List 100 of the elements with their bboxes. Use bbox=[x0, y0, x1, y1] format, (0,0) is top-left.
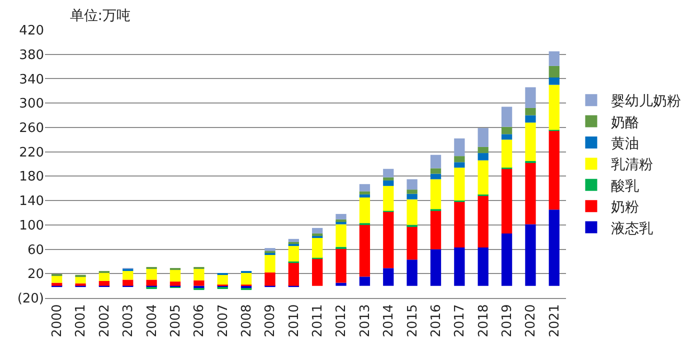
x-tick-label: 2006 bbox=[192, 304, 208, 338]
bar bbox=[478, 146, 488, 154]
bar bbox=[478, 153, 488, 160]
y-tick-label: 420 bbox=[19, 24, 44, 39]
bar bbox=[454, 247, 465, 286]
legend-label: 黄油 bbox=[611, 136, 640, 152]
y-tick-label: 340 bbox=[19, 72, 44, 88]
x-tick-label: 2012 bbox=[334, 304, 350, 338]
bar bbox=[383, 168, 394, 178]
bar bbox=[383, 268, 394, 286]
bar bbox=[548, 66, 560, 78]
y-tick-label: 100 bbox=[19, 218, 44, 234]
bar bbox=[406, 226, 418, 260]
x-tick-label: 2008 bbox=[240, 304, 255, 338]
bar bbox=[217, 274, 228, 285]
x-tick-label: 2004 bbox=[144, 304, 160, 338]
y-tick-label: 20 bbox=[27, 267, 44, 282]
bar bbox=[430, 249, 442, 286]
bar bbox=[478, 160, 488, 194]
x-tick-label: 2002 bbox=[97, 304, 112, 338]
bar bbox=[170, 270, 181, 282]
y-tick-label: 220 bbox=[19, 145, 44, 160]
bar bbox=[146, 280, 157, 286]
x-tick-label: 2011 bbox=[310, 304, 326, 338]
bar bbox=[98, 280, 110, 286]
bar bbox=[383, 177, 394, 180]
bar bbox=[170, 282, 181, 286]
bar bbox=[264, 272, 276, 286]
bar bbox=[454, 162, 465, 168]
bar bbox=[525, 224, 536, 286]
bar bbox=[359, 194, 370, 198]
bar bbox=[525, 115, 536, 123]
bar bbox=[52, 275, 62, 283]
bar bbox=[288, 238, 299, 242]
bar bbox=[478, 247, 488, 286]
legend-label: 奶酪 bbox=[611, 114, 640, 131]
bar bbox=[194, 280, 204, 286]
bar bbox=[501, 134, 512, 140]
bar bbox=[454, 138, 465, 156]
bar bbox=[359, 184, 370, 192]
bar bbox=[430, 168, 442, 174]
x-tick-label: 2007 bbox=[216, 304, 231, 338]
x-tick-label: 2019 bbox=[500, 304, 516, 338]
x-tick-label: 2016 bbox=[428, 304, 444, 338]
bar bbox=[430, 154, 442, 168]
bar bbox=[288, 245, 299, 262]
bar bbox=[548, 78, 560, 85]
bar bbox=[548, 51, 560, 66]
bar bbox=[406, 194, 418, 200]
legend-label: 奶粉 bbox=[611, 200, 640, 216]
bar bbox=[525, 122, 536, 161]
bar bbox=[359, 191, 370, 194]
bar bbox=[501, 168, 512, 234]
bar bbox=[501, 233, 512, 286]
y-tick-label: 60 bbox=[27, 242, 44, 258]
x-tick-label: 2021 bbox=[547, 304, 562, 338]
bar bbox=[430, 174, 442, 180]
x-tick-label: 2009 bbox=[263, 304, 278, 338]
bar bbox=[501, 140, 512, 168]
bar bbox=[359, 276, 370, 286]
bar bbox=[52, 282, 62, 286]
chart-title: 单位:万吨 bbox=[70, 8, 131, 24]
bar bbox=[146, 268, 157, 280]
bar bbox=[122, 270, 134, 280]
legend-label: 液态乳 bbox=[611, 220, 654, 237]
bar bbox=[359, 198, 370, 224]
bar bbox=[525, 162, 536, 224]
bar bbox=[454, 168, 465, 201]
x-tick-label: 2015 bbox=[405, 304, 420, 338]
bar bbox=[312, 228, 323, 234]
bar bbox=[406, 190, 418, 194]
bar bbox=[525, 87, 536, 108]
bar bbox=[122, 280, 134, 286]
y-tick-label: 260 bbox=[19, 121, 44, 136]
bar bbox=[454, 202, 465, 248]
bar bbox=[406, 260, 418, 286]
bar bbox=[312, 237, 323, 258]
bar bbox=[383, 180, 394, 186]
x-tick-label: 2013 bbox=[358, 304, 373, 338]
x-tick-label: 2017 bbox=[452, 304, 468, 338]
bar bbox=[336, 219, 346, 222]
bar bbox=[98, 272, 110, 281]
legend-label: 酸乳 bbox=[611, 178, 640, 194]
x-tick-label: 2018 bbox=[476, 304, 492, 338]
bar bbox=[264, 254, 276, 272]
bar bbox=[548, 84, 560, 130]
y-tick-label: 380 bbox=[19, 48, 44, 63]
bar bbox=[240, 272, 252, 285]
y-tick-label: 300 bbox=[19, 96, 44, 112]
y-tick-label: 180 bbox=[19, 170, 44, 185]
bar bbox=[406, 199, 418, 225]
bar bbox=[359, 224, 370, 277]
x-tick-label: 2014 bbox=[382, 304, 397, 338]
y-tick-label: (20) bbox=[17, 292, 44, 307]
bar bbox=[312, 258, 323, 286]
bar bbox=[501, 106, 512, 127]
y-tick-label: 140 bbox=[19, 194, 44, 210]
bar bbox=[548, 210, 560, 286]
bar bbox=[478, 128, 488, 147]
bar bbox=[288, 262, 299, 286]
